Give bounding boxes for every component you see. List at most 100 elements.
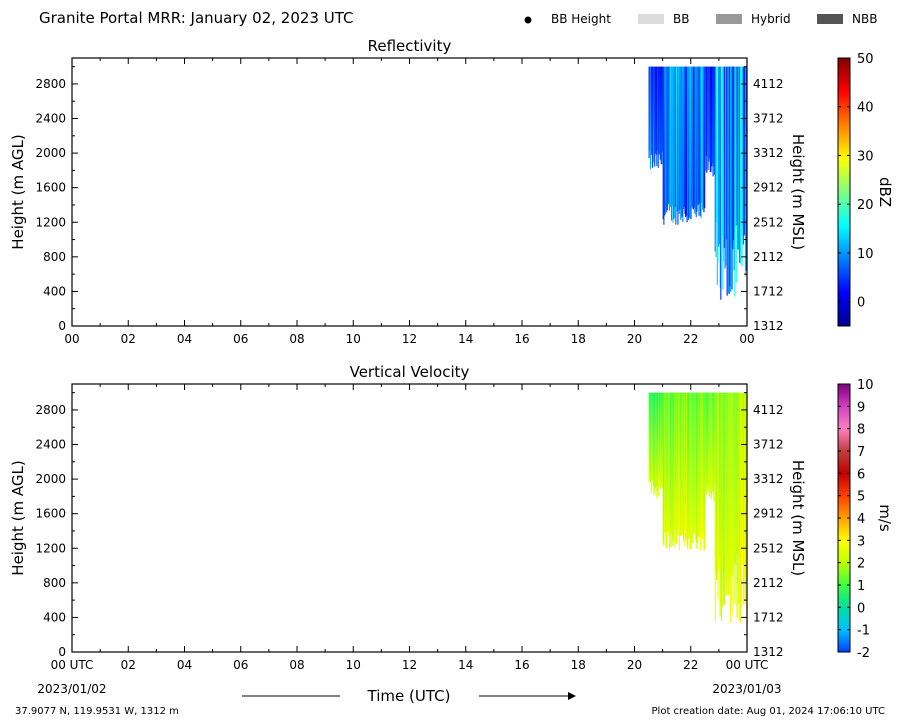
data-column xyxy=(706,66,709,157)
data-column xyxy=(691,66,693,207)
data-column xyxy=(708,392,710,488)
data-column xyxy=(734,392,736,604)
x-tick-label: 08 xyxy=(289,658,304,672)
data-column xyxy=(715,66,717,258)
data-column xyxy=(654,66,656,167)
data-column xyxy=(741,66,743,267)
data-column xyxy=(662,392,664,544)
data-column xyxy=(700,392,702,533)
data-column xyxy=(697,392,699,545)
y-tick-label: 0 xyxy=(58,645,66,659)
data-column xyxy=(730,392,732,623)
y-tick-label: 1200 xyxy=(35,541,66,555)
colorbar-tick-label: 6 xyxy=(857,467,865,482)
colorbar-tick-label: -1 xyxy=(857,624,870,639)
data-column xyxy=(660,66,662,164)
data-field xyxy=(648,66,748,300)
data-column xyxy=(687,392,689,550)
data-column xyxy=(695,66,697,218)
data-column xyxy=(703,66,705,213)
data-column xyxy=(719,392,721,617)
y-right-tick-label: 2912 xyxy=(753,507,784,521)
data-column xyxy=(723,66,725,262)
data-column xyxy=(661,392,664,488)
data-column xyxy=(693,392,695,531)
y-tick-label: 2800 xyxy=(35,77,66,91)
data-column xyxy=(655,66,657,155)
data-column xyxy=(694,392,697,539)
data-column xyxy=(744,66,746,277)
y-right-tick-label: 3712 xyxy=(753,438,784,452)
x-tick-label: 16 xyxy=(514,332,529,346)
data-column xyxy=(692,392,694,542)
data-column xyxy=(723,66,725,248)
data-column xyxy=(742,392,744,605)
y-tick-label: 0 xyxy=(58,319,66,333)
location-info: 37.9077 N, 119.9531 W, 1312 m xyxy=(15,706,179,717)
data-column xyxy=(696,392,698,550)
x-tick-label: 00 UTC xyxy=(51,658,94,672)
data-column xyxy=(677,66,679,225)
legend-item: BB Height xyxy=(524,12,611,26)
data-column xyxy=(670,392,672,548)
data-column xyxy=(693,66,695,208)
data-column xyxy=(702,66,704,208)
data-column xyxy=(728,66,730,294)
data-column xyxy=(739,66,741,263)
data-column xyxy=(711,66,713,164)
legend-swatch xyxy=(638,14,664,24)
data-column xyxy=(653,66,655,163)
colorbar xyxy=(837,57,851,327)
data-column xyxy=(704,66,706,209)
x-tick-label: 18 xyxy=(571,658,586,672)
data-column xyxy=(690,66,692,220)
data-column xyxy=(692,66,694,209)
data-column xyxy=(692,66,694,210)
data-column xyxy=(702,392,704,539)
data-column xyxy=(737,392,739,605)
data-column xyxy=(692,392,694,544)
data-column xyxy=(661,66,663,165)
data-column xyxy=(701,392,703,532)
data-column xyxy=(665,392,667,549)
panel-title: Vertical Velocity xyxy=(350,363,470,381)
data-column xyxy=(678,392,680,529)
data-column xyxy=(651,392,653,478)
data-column xyxy=(657,392,659,496)
data-column xyxy=(675,66,677,225)
data-column xyxy=(661,66,664,152)
data-column xyxy=(722,392,724,607)
data-column xyxy=(713,66,715,167)
data-column xyxy=(680,66,682,221)
data-column xyxy=(737,66,739,250)
data-column xyxy=(664,66,666,215)
y-right-tick-label: 1312 xyxy=(753,645,784,659)
y-right-tick-label: 3712 xyxy=(753,112,784,126)
colorbar-tick-label: 5 xyxy=(857,490,865,505)
x-tick-label: 12 xyxy=(402,658,417,672)
data-column xyxy=(651,66,653,156)
data-column xyxy=(665,66,667,212)
data-column xyxy=(735,392,737,555)
data-column xyxy=(690,392,692,550)
data-column xyxy=(666,66,668,210)
data-column xyxy=(726,392,728,593)
data-column xyxy=(730,392,732,565)
data-column xyxy=(649,392,651,479)
data-column xyxy=(725,392,728,596)
data-column xyxy=(740,392,742,607)
y-tick-label: 2000 xyxy=(35,472,66,486)
data-column xyxy=(733,392,735,564)
data-column xyxy=(707,392,709,493)
data-column xyxy=(733,66,735,271)
data-column xyxy=(664,392,666,533)
data-column xyxy=(699,392,701,537)
data-column xyxy=(698,392,700,538)
data-column xyxy=(684,66,686,215)
y-right-tick-label: 2512 xyxy=(753,215,784,229)
colorbar-tick-label: 3 xyxy=(857,534,865,549)
data-column xyxy=(730,66,732,292)
data-column xyxy=(675,392,678,544)
panel-title: Reflectivity xyxy=(368,37,452,55)
data-column xyxy=(657,66,659,168)
